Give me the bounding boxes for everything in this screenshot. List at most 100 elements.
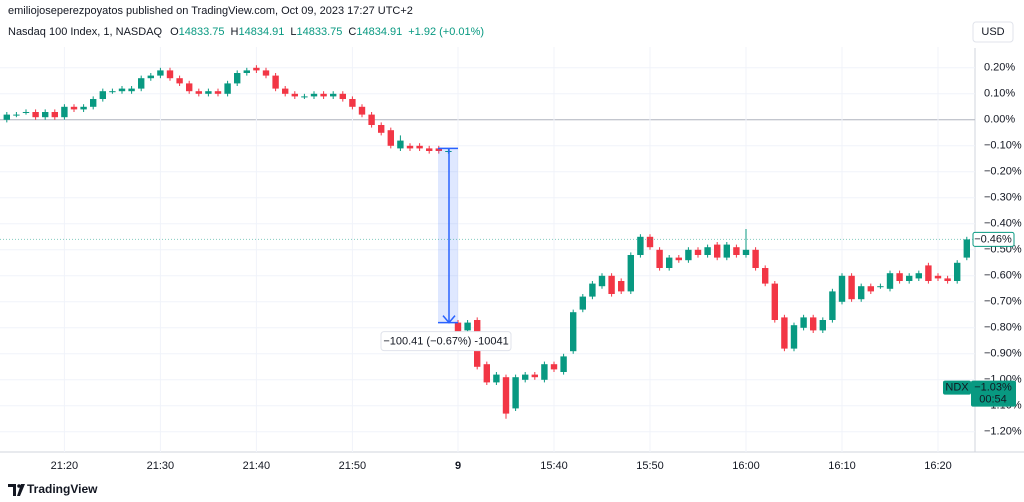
candle-body <box>32 112 39 118</box>
candle-body <box>502 377 510 414</box>
candle-body <box>262 70 270 76</box>
candle-body <box>157 70 164 76</box>
legend: Nasdaq 100 Index, 1, NASDAQ O14833.75 H148… <box>8 26 484 38</box>
candle-body <box>598 275 606 287</box>
candle-body <box>848 275 855 300</box>
candle-body <box>128 88 135 92</box>
legend-key: C <box>348 26 356 38</box>
y-tick-label: −0.80% <box>984 322 1022 334</box>
candle-body <box>282 88 289 94</box>
candle-body <box>358 106 366 115</box>
legend-value: 14834.91 <box>239 26 285 38</box>
measure-label: −100.41 (−0.67%) -10041 <box>383 336 508 348</box>
candle-body <box>378 125 385 133</box>
candle-body <box>877 286 884 288</box>
candle-body <box>550 364 558 370</box>
candle-body <box>963 239 970 258</box>
candle-body <box>781 317 788 349</box>
publisher-line: emiliojoseperezpoyatos published on Trad… <box>8 5 413 17</box>
measure-area <box>438 148 458 323</box>
x-tick-label: 21:50 <box>339 460 367 472</box>
candle-body <box>733 247 740 255</box>
candle-body <box>483 364 490 383</box>
candle-body <box>301 96 308 98</box>
candle-body <box>387 130 394 146</box>
legend-key: H <box>231 26 239 38</box>
legend-value: 14834.91 <box>356 26 402 38</box>
candle-body <box>714 244 721 258</box>
candle-body <box>579 296 586 310</box>
candle-body <box>147 75 154 79</box>
candle-body <box>234 73 241 84</box>
candle-body <box>51 112 58 118</box>
brand: TradingView <box>27 482 98 496</box>
candle-body <box>742 249 750 255</box>
candle-body <box>608 275 615 294</box>
candle-body <box>406 145 414 149</box>
candle-body <box>896 273 903 281</box>
candle-body <box>886 273 894 289</box>
y-tick-label: 0.20% <box>984 62 1015 74</box>
candle-body <box>512 377 519 409</box>
candle-body <box>906 275 913 281</box>
candle-body <box>61 106 68 118</box>
candle-body <box>13 114 20 116</box>
grid-layer <box>0 47 975 452</box>
currency-label[interactable]: USD <box>981 26 1004 38</box>
candle-body <box>70 106 78 110</box>
candle-body <box>195 91 202 94</box>
candle-body <box>656 249 663 268</box>
candle-body <box>925 265 932 281</box>
candle-body <box>186 83 193 92</box>
legend-value: 14833.75 <box>297 26 343 38</box>
currency-button[interactable] <box>972 21 1014 43</box>
candle-body <box>675 257 682 261</box>
candle-body <box>464 322 471 331</box>
candle-body <box>42 112 49 118</box>
candle-body <box>838 275 846 302</box>
candle-body <box>291 93 298 97</box>
legend-change: +1.92 (+0.01%) <box>408 26 484 38</box>
y-tick-label: −0.20% <box>984 166 1022 178</box>
candle-body <box>810 317 817 331</box>
candle-body <box>109 91 116 93</box>
candle-body <box>752 249 759 268</box>
x-tick-label: 16:00 <box>732 460 760 472</box>
candle-body <box>685 249 692 261</box>
candle-body <box>118 88 126 92</box>
y-tick-label: −0.30% <box>984 192 1022 204</box>
candle-body <box>570 312 577 352</box>
compare-price-label: −1.03% <box>974 382 1012 394</box>
legend-key: L <box>290 26 296 38</box>
candle-body <box>915 273 922 279</box>
candles <box>3 65 970 419</box>
candle-body <box>522 374 529 380</box>
last-price-label: −0.46% <box>974 233 1012 245</box>
compare-price-box <box>971 380 1016 407</box>
candle-body <box>339 93 346 99</box>
candle-body <box>272 75 279 89</box>
candle-body <box>541 364 548 380</box>
candle-body <box>99 91 106 99</box>
compare-countdown: 00:54 <box>979 394 1007 406</box>
candle-body <box>397 140 404 149</box>
candle-body <box>531 374 538 378</box>
candle-body <box>368 114 375 125</box>
candle-body <box>138 78 145 89</box>
tradingview-logo <box>8 484 25 496</box>
legend-key: O <box>170 26 179 38</box>
candle-body <box>166 70 174 79</box>
candle-body <box>426 148 433 151</box>
candle-body <box>214 91 222 94</box>
candle-body <box>349 99 356 107</box>
candle-body <box>762 268 769 284</box>
y-tick-label: −0.60% <box>984 270 1022 282</box>
x-tick-label: 21:20 <box>51 460 79 472</box>
candle-body <box>176 78 183 84</box>
candle-body <box>771 283 778 320</box>
candle-body <box>944 278 951 281</box>
candle-body <box>954 262 961 281</box>
x-tick-label: 15:40 <box>540 460 568 472</box>
